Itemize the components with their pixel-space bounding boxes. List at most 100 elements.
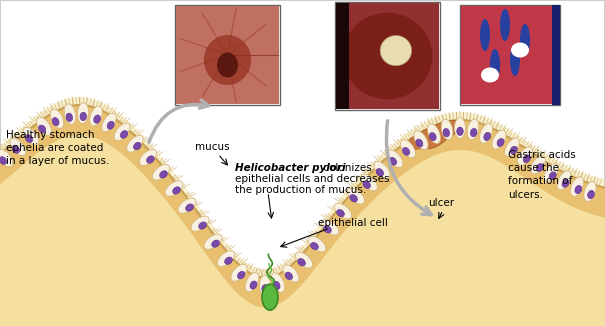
Ellipse shape	[308, 236, 326, 252]
Polygon shape	[0, 105, 605, 326]
Ellipse shape	[134, 142, 141, 150]
Text: epithelial cells and decreases: epithelial cells and decreases	[235, 174, 390, 184]
Ellipse shape	[497, 139, 504, 146]
Bar	[176, 6, 279, 104]
Ellipse shape	[212, 240, 220, 247]
Ellipse shape	[23, 127, 39, 145]
Ellipse shape	[505, 138, 519, 157]
Ellipse shape	[273, 281, 280, 289]
Ellipse shape	[36, 117, 51, 135]
Ellipse shape	[380, 36, 411, 66]
Ellipse shape	[198, 222, 206, 229]
Ellipse shape	[285, 272, 293, 280]
Ellipse shape	[107, 121, 114, 129]
Ellipse shape	[245, 273, 259, 292]
Text: Healthy stomach
ephelia are coated
in a layer of mucus.: Healthy stomach ephelia are coated in a …	[6, 130, 110, 166]
Ellipse shape	[575, 185, 581, 194]
Ellipse shape	[186, 204, 194, 211]
Ellipse shape	[271, 273, 285, 292]
Ellipse shape	[231, 264, 247, 281]
Ellipse shape	[484, 132, 491, 141]
Ellipse shape	[139, 149, 157, 166]
Ellipse shape	[470, 128, 477, 137]
Ellipse shape	[262, 285, 268, 293]
Ellipse shape	[430, 133, 436, 141]
Ellipse shape	[518, 147, 532, 165]
Ellipse shape	[441, 119, 453, 140]
Ellipse shape	[490, 49, 500, 81]
Ellipse shape	[324, 226, 332, 233]
Ellipse shape	[310, 243, 318, 250]
Ellipse shape	[126, 135, 143, 152]
Polygon shape	[0, 97, 605, 277]
Text: Gastric acids
cause the
formation of
ulcers.: Gastric acids cause the formation of ulc…	[508, 150, 576, 200]
Ellipse shape	[363, 181, 370, 188]
Text: the production of mucus.: the production of mucus.	[235, 185, 366, 195]
Ellipse shape	[520, 24, 530, 56]
Polygon shape	[0, 135, 605, 326]
Ellipse shape	[336, 210, 344, 217]
Ellipse shape	[12, 146, 19, 153]
Ellipse shape	[90, 106, 102, 126]
Ellipse shape	[376, 169, 384, 176]
Bar	[336, 3, 439, 109]
Ellipse shape	[584, 182, 596, 201]
Polygon shape	[410, 120, 460, 151]
Ellipse shape	[549, 172, 556, 180]
Bar	[461, 6, 559, 104]
Ellipse shape	[454, 118, 465, 139]
Ellipse shape	[0, 157, 7, 164]
Ellipse shape	[587, 190, 594, 199]
Ellipse shape	[343, 13, 432, 99]
Ellipse shape	[571, 177, 583, 196]
Ellipse shape	[402, 147, 410, 155]
Ellipse shape	[77, 103, 88, 124]
Bar	[175, 5, 280, 105]
Ellipse shape	[544, 164, 558, 182]
Ellipse shape	[283, 265, 299, 282]
Ellipse shape	[165, 181, 183, 196]
Ellipse shape	[443, 128, 450, 137]
Ellipse shape	[492, 130, 506, 149]
Ellipse shape	[500, 9, 510, 41]
Ellipse shape	[66, 113, 73, 122]
Ellipse shape	[523, 155, 531, 163]
Bar	[336, 3, 348, 109]
Ellipse shape	[334, 203, 352, 219]
Ellipse shape	[50, 109, 64, 128]
Ellipse shape	[467, 119, 479, 140]
Ellipse shape	[217, 52, 238, 78]
Bar	[552, 5, 560, 105]
Ellipse shape	[172, 187, 180, 194]
Ellipse shape	[481, 67, 499, 82]
Ellipse shape	[387, 150, 403, 168]
Ellipse shape	[262, 284, 278, 310]
Ellipse shape	[347, 188, 365, 204]
Ellipse shape	[457, 127, 463, 136]
Ellipse shape	[531, 156, 545, 174]
Bar	[335, 2, 440, 110]
Ellipse shape	[204, 35, 251, 85]
Ellipse shape	[562, 179, 569, 187]
Ellipse shape	[102, 113, 116, 132]
Ellipse shape	[52, 118, 59, 126]
Bar	[461, 6, 559, 104]
Ellipse shape	[361, 174, 378, 191]
Ellipse shape	[80, 112, 87, 121]
Ellipse shape	[510, 146, 517, 154]
Ellipse shape	[178, 198, 196, 213]
Ellipse shape	[250, 281, 257, 289]
Ellipse shape	[204, 234, 222, 249]
Ellipse shape	[298, 259, 306, 266]
Ellipse shape	[146, 156, 154, 163]
Text: epithelial cell: epithelial cell	[318, 218, 388, 228]
Text: colonizes: colonizes	[320, 163, 371, 173]
Ellipse shape	[557, 171, 571, 190]
Ellipse shape	[401, 140, 416, 158]
Ellipse shape	[416, 139, 423, 147]
Ellipse shape	[480, 124, 492, 143]
Ellipse shape	[114, 123, 130, 141]
Bar	[460, 5, 560, 105]
Ellipse shape	[480, 19, 490, 51]
Text: mucus: mucus	[195, 142, 230, 152]
